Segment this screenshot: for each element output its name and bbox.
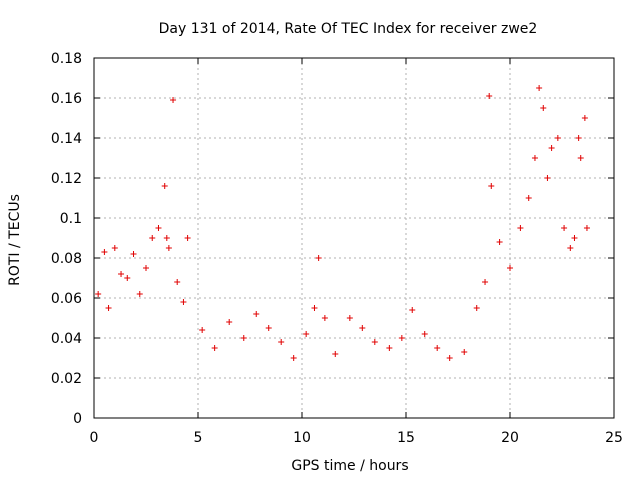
x-tick-label: 25	[605, 430, 623, 446]
x-tick-label: 10	[293, 430, 311, 446]
data-point	[95, 291, 102, 297]
data-point	[174, 279, 181, 285]
data-point	[482, 279, 489, 285]
data-point	[199, 327, 206, 333]
data-point	[265, 325, 272, 331]
data-point	[118, 271, 125, 277]
data-point	[143, 265, 149, 271]
data-point	[577, 155, 584, 161]
data-point	[136, 291, 143, 297]
data-point	[531, 155, 538, 161]
data-point	[170, 97, 177, 103]
data-point	[332, 351, 339, 357]
data-point	[165, 245, 172, 251]
x-axis-label: GPS time / hours	[291, 458, 408, 474]
data-point	[311, 305, 318, 311]
data-point	[211, 345, 218, 351]
data-point	[567, 245, 574, 251]
grid-layer	[94, 58, 614, 418]
data-point	[544, 175, 551, 181]
data-point	[554, 135, 561, 141]
x-tick-label: 15	[397, 430, 415, 446]
data-point	[315, 255, 322, 261]
data-point	[253, 311, 260, 317]
data-point	[581, 115, 588, 121]
x-tick-label: 0	[90, 430, 99, 446]
data-point	[525, 195, 532, 201]
data-point	[398, 335, 405, 341]
data-point	[303, 331, 310, 337]
data-point	[359, 325, 366, 331]
data-point	[461, 349, 468, 355]
tick-layer: 0 5 10 15 20 25 0 0.02 0.04 0.06 0.08 0.1 0.12 0.14 0.…	[51, 51, 623, 446]
data-point	[321, 315, 328, 321]
data-points	[95, 85, 590, 361]
data-point	[486, 93, 493, 99]
data-point	[536, 85, 543, 91]
data-point	[105, 305, 112, 311]
data-point	[130, 251, 137, 257]
data-point	[540, 105, 547, 111]
data-point	[184, 235, 191, 241]
y-tick-label: 0	[73, 411, 82, 427]
data-point	[571, 235, 578, 241]
data-point	[421, 331, 428, 337]
y-tick-label: 0.06	[51, 291, 82, 307]
data-point	[507, 265, 513, 271]
y-tick-label: 0.18	[51, 51, 82, 67]
data-point	[446, 355, 453, 361]
data-point	[101, 249, 108, 255]
y-tick-label: 0.08	[51, 251, 82, 267]
data-point	[226, 319, 233, 325]
chart-title: Day 131 of 2014, Rate Of TEC Index for r…	[159, 21, 538, 37]
data-point	[548, 145, 555, 151]
y-tick-label: 0.16	[51, 91, 82, 107]
data-point	[124, 275, 131, 281]
data-point	[434, 345, 441, 351]
data-point	[575, 135, 582, 141]
data-point	[488, 183, 495, 189]
data-point	[583, 225, 590, 231]
data-point	[371, 339, 378, 345]
data-point	[290, 355, 297, 361]
data-point	[155, 225, 162, 231]
data-point	[386, 345, 393, 351]
data-point	[278, 339, 285, 345]
y-tick-label: 0.12	[51, 171, 82, 187]
data-point	[161, 183, 168, 189]
data-point	[517, 225, 524, 231]
data-point	[561, 225, 568, 231]
plot-frame	[93, 57, 615, 419]
data-point	[149, 235, 156, 241]
y-tick-label: 0.14	[51, 131, 82, 147]
data-point	[111, 245, 118, 251]
y-axis-label: ROTI / TECUs	[7, 194, 23, 286]
data-point	[496, 239, 503, 245]
data-point	[240, 335, 247, 341]
x-tick-label: 5	[194, 430, 203, 446]
data-point	[180, 299, 187, 305]
y-tick-label: 0.1	[60, 211, 82, 227]
data-point	[473, 305, 480, 311]
data-point	[163, 235, 170, 241]
data-point	[346, 315, 353, 321]
y-tick-label: 0.02	[51, 371, 82, 387]
data-point	[409, 307, 416, 313]
x-tick-label: 20	[501, 430, 519, 446]
y-tick-label: 0.04	[51, 331, 82, 347]
